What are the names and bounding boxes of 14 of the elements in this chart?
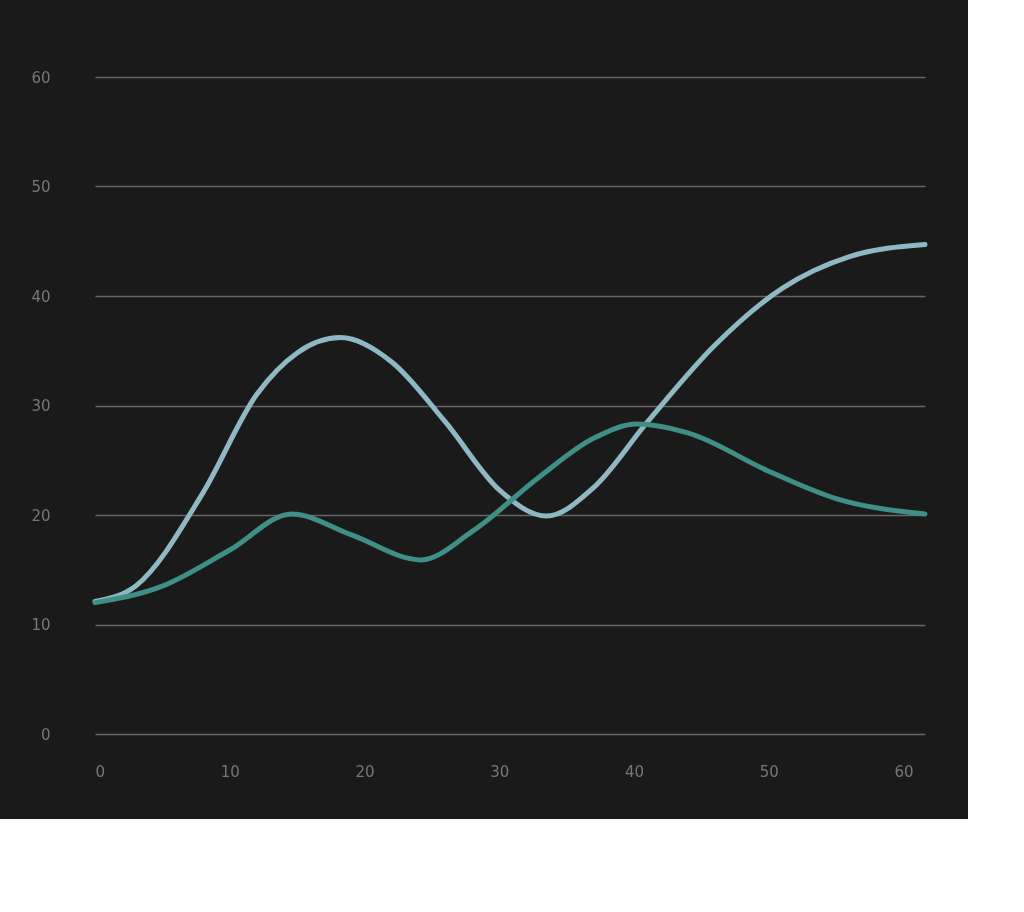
y-tick-label: 10 <box>31 616 51 634</box>
y-tick-label: 20 <box>31 506 51 525</box>
y-tick-label: 40 <box>31 287 51 306</box>
y-tick-label: 60 <box>31 68 51 87</box>
y-tick-label: 30 <box>31 397 51 415</box>
x-tick-label: 40 <box>624 762 645 781</box>
y-tick-label: 0 <box>40 725 51 744</box>
x-tick-label: 50 <box>759 762 779 781</box>
x-tick-label: 10 <box>220 762 240 781</box>
x-tick-label: 20 <box>355 762 375 781</box>
y-tick-label: 50 <box>31 178 51 196</box>
x-tick-label: 30 <box>490 762 510 781</box>
x-tick-label: 0 <box>95 762 106 781</box>
x-tick-label: 60 <box>894 762 914 781</box>
